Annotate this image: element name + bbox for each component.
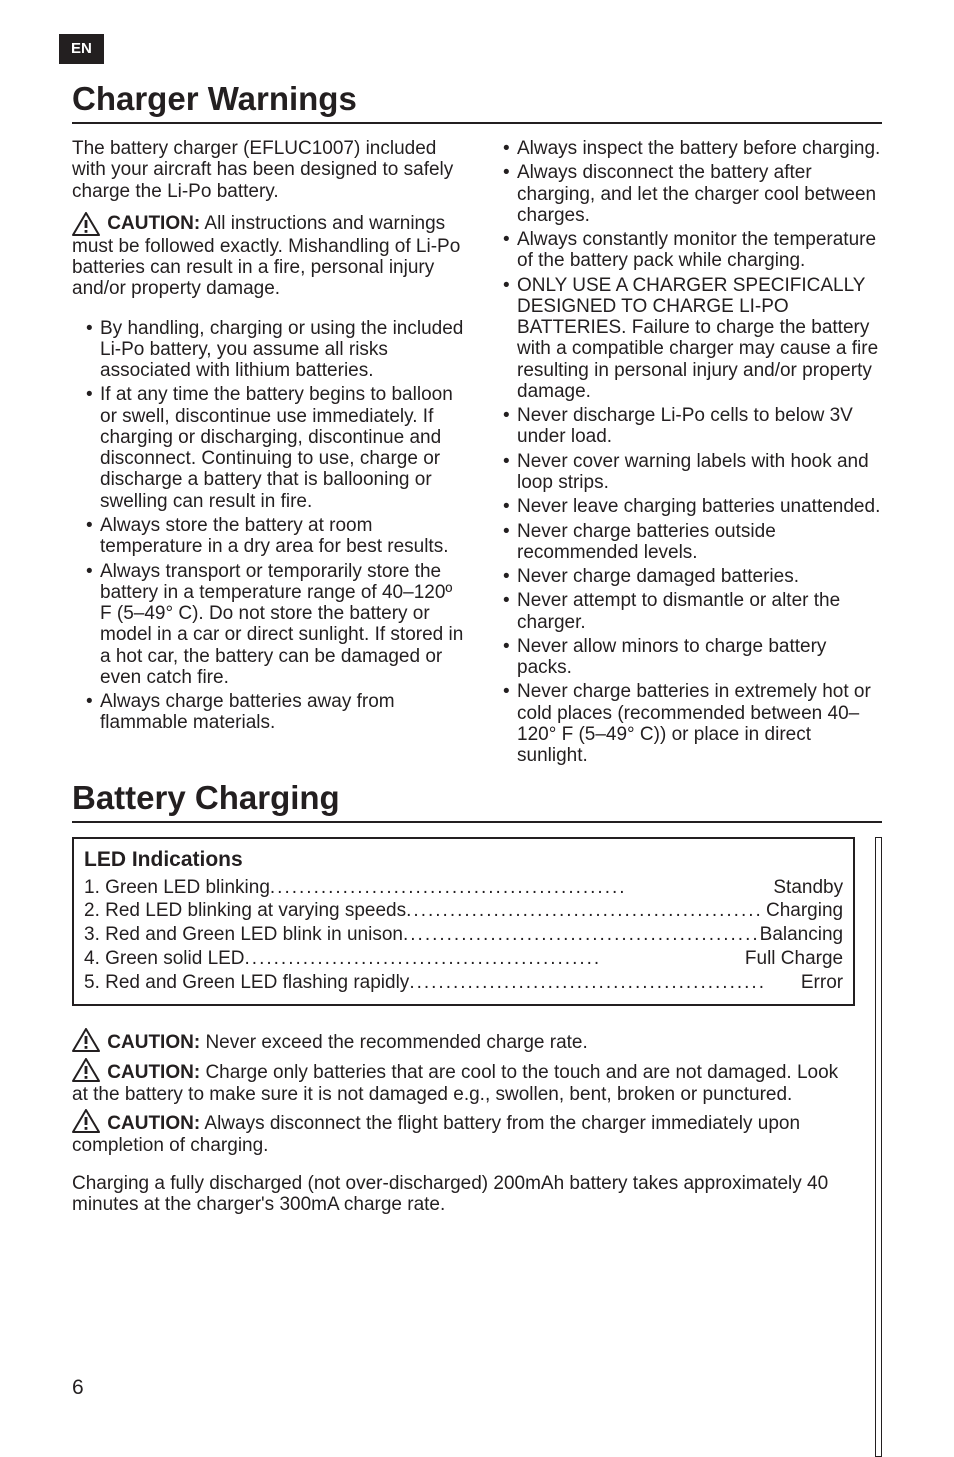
led-value: Full Charge	[745, 947, 843, 971]
led-indications-box: LED Indications 1. Green LED blinking St…	[72, 837, 855, 1006]
led-row: 1. Green LED blinking Standby	[84, 876, 843, 900]
caution-label: CAUTION:	[107, 213, 200, 234]
warnings-columns: The battery charger (EFLUC1007) included…	[72, 138, 882, 769]
page-number: 6	[72, 1376, 84, 1400]
section-title-charger-warnings: Charger Warnings	[72, 80, 882, 124]
warning-triangle-icon	[72, 1028, 100, 1052]
led-label: 4. Green solid LED	[84, 947, 245, 971]
led-value: Charging	[766, 899, 843, 923]
led-dots	[403, 923, 760, 947]
bullet-item: ONLY USE A CHARGER SPECIFICALLY DESIGNED…	[503, 275, 882, 403]
page-content: Charger Warnings The battery charger (EF…	[72, 80, 882, 1457]
led-value: Standby	[773, 876, 843, 900]
section-title-battery-charging: Battery Charging	[72, 779, 882, 823]
caution-cool: CAUTION: Charge only batteries that are …	[72, 1058, 855, 1105]
led-dots	[409, 971, 801, 995]
charger-diagram: E-flite 2S 7.4V 200mAh 25C Lithium Polym…	[875, 837, 882, 1457]
led-row: 3. Red and Green LED blink in unison Bala…	[84, 923, 843, 947]
bullet-item: Never charge damaged batteries.	[503, 566, 882, 587]
caution-disconnect: CAUTION: Always disconnect the flight ba…	[72, 1109, 855, 1156]
bullet-item: Never discharge Li-Po cells to below 3V …	[503, 405, 882, 448]
bullet-item: Never charge batteries in extremely hot …	[503, 681, 882, 766]
led-dots	[270, 876, 773, 900]
caution-label: CAUTION:	[107, 1113, 200, 1134]
led-label: 5. Red and Green LED flashing rapidly	[84, 971, 409, 995]
bullet-item: Never leave charging batteries unattende…	[503, 496, 882, 517]
caution-label: CAUTION:	[107, 1062, 200, 1083]
led-label: 3. Red and Green LED blink in unison	[84, 923, 403, 947]
caution-text: Never exceed the recommended charge rate…	[200, 1032, 588, 1053]
bullet-item: Never charge batteries outside recommend…	[503, 521, 882, 564]
bullet-item: Never allow minors to charge battery pac…	[503, 636, 882, 679]
warning-triangle-icon	[72, 212, 100, 236]
battery-columns: LED Indications 1. Green LED blinking St…	[72, 837, 882, 1457]
warnings-left-column: The battery charger (EFLUC1007) included…	[72, 138, 465, 769]
caution-rate: CAUTION: Never exceed the recommended ch…	[72, 1028, 855, 1054]
battery-charging-section: Battery Charging LED Indications 1. Gree…	[72, 779, 882, 1457]
led-row: 2. Red LED blinking at varying speeds Ch…	[84, 899, 843, 923]
led-indications-title: LED Indications	[84, 847, 843, 873]
bullet-item: Never attempt to dismantle or alter the …	[503, 590, 882, 633]
bullet-item: Always store the battery at room tempera…	[86, 515, 465, 558]
warnings-right-column: Always inspect the battery before chargi…	[489, 138, 882, 769]
caution-label: CAUTION:	[107, 1032, 200, 1053]
led-value: Balancing	[760, 923, 843, 947]
bullet-item: Always charge batteries away from flamma…	[86, 691, 465, 734]
language-tab: EN	[59, 34, 104, 64]
right-bullet-list: Always inspect the battery before chargi…	[489, 138, 882, 766]
warning-triangle-icon	[72, 1109, 100, 1133]
intro-paragraph: The battery charger (EFLUC1007) included…	[72, 138, 465, 202]
bullet-item: If at any time the battery begins to bal…	[86, 384, 465, 512]
bullet-item: By handling, charging or using the inclu…	[86, 318, 465, 382]
caution-block: CAUTION: All instructions and warnings m…	[72, 212, 465, 300]
led-row: 4. Green solid LED Full Charge	[84, 947, 843, 971]
bullet-item: Never cover warning labels with hook and…	[503, 451, 882, 494]
warning-triangle-icon	[72, 1058, 100, 1082]
charging-note: Charging a fully discharged (not over-di…	[72, 1173, 855, 1216]
led-value: Error	[801, 971, 843, 995]
led-dots	[406, 899, 766, 923]
bullet-item: Always transport or temporarily store th…	[86, 561, 465, 689]
left-bullet-list: By handling, charging or using the inclu…	[72, 318, 465, 734]
bullet-item: Always inspect the battery before chargi…	[503, 138, 882, 159]
led-row: 5. Red and Green LED flashing rapidly Er…	[84, 971, 843, 995]
bullet-item: Always constantly monitor the temperatur…	[503, 229, 882, 272]
led-label: 2. Red LED blinking at varying speeds	[84, 899, 406, 923]
led-label: 1. Green LED blinking	[84, 876, 270, 900]
led-dots	[245, 947, 745, 971]
bullet-item: Always disconnect the battery after char…	[503, 162, 882, 226]
battery-left-column: LED Indications 1. Green LED blinking St…	[72, 837, 855, 1457]
